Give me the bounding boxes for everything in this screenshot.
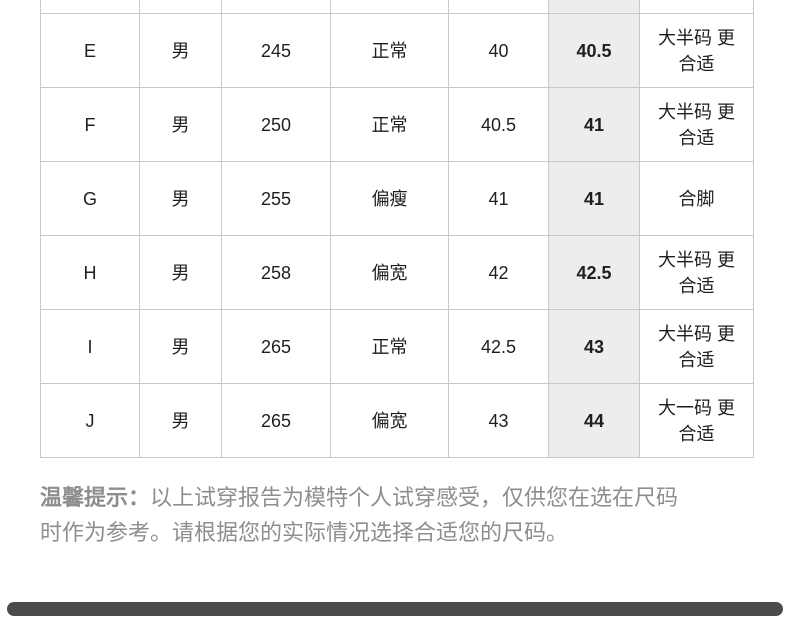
cell-foot-length: 265 xyxy=(221,309,331,384)
table-row: H 男 258 偏宽 42 42.5 大半码 更合适 xyxy=(40,235,754,310)
cell-suggestion: 大半码 更合适 xyxy=(639,87,754,162)
cell-usual-size: 43 xyxy=(448,383,549,458)
cell-suggestion: 大一码 更合适 xyxy=(639,383,754,458)
cell-usual-size: 41 xyxy=(448,161,549,236)
cell-empty xyxy=(448,0,549,14)
cell-suggestion: 大半码 更合适 xyxy=(639,309,754,384)
cell-usual-size: 42 xyxy=(448,235,549,310)
cell-empty xyxy=(639,0,754,14)
cell-empty xyxy=(40,0,140,14)
cell-recommended-size: 43 xyxy=(548,309,640,384)
cell-gender: 男 xyxy=(139,309,222,384)
cell-recommended-size: 42.5 xyxy=(548,235,640,310)
cell-empty-highlight xyxy=(548,0,640,14)
horizontal-scrollbar[interactable] xyxy=(7,602,783,616)
cell-foot-length: 250 xyxy=(221,87,331,162)
table-row: F 男 250 正常 40.5 41 大半码 更合适 xyxy=(40,87,754,162)
cell-gender: 男 xyxy=(139,87,222,162)
cell-model-letter: F xyxy=(40,87,140,162)
cell-empty xyxy=(139,0,222,14)
cell-model-letter: E xyxy=(40,13,140,88)
table-row: E 男 245 正常 40 40.5 大半码 更合适 xyxy=(40,13,754,88)
cell-gender: 男 xyxy=(139,161,222,236)
cell-foot-length: 255 xyxy=(221,161,331,236)
cell-gender: 男 xyxy=(139,235,222,310)
fit-report-table: E 男 245 正常 40 40.5 大半码 更合适 F 男 250 正常 40… xyxy=(40,0,754,458)
cell-model-letter: J xyxy=(40,383,140,458)
cell-foot-type: 偏瘦 xyxy=(330,161,449,236)
table-row: I 男 265 正常 42.5 43 大半码 更合适 xyxy=(40,309,754,384)
cell-foot-length: 258 xyxy=(221,235,331,310)
cell-usual-size: 40 xyxy=(448,13,549,88)
cell-suggestion: 大半码 更合适 xyxy=(639,13,754,88)
cell-empty xyxy=(330,0,449,14)
cell-foot-type: 偏宽 xyxy=(330,235,449,310)
cell-usual-size: 40.5 xyxy=(448,87,549,162)
size-tip-note: 温馨提示：以上试穿报告为模特个人试穿感受，仅供您在选在尺码时作为参考。请根据您的… xyxy=(40,480,740,550)
note-line2: 时作为参考。请根据您的实际情况选择合适您的尺码。 xyxy=(40,520,569,545)
cell-foot-type: 正常 xyxy=(330,87,449,162)
cell-usual-size: 42.5 xyxy=(448,309,549,384)
cell-recommended-size: 41 xyxy=(548,161,640,236)
cell-model-letter: I xyxy=(40,309,140,384)
cell-foot-length: 265 xyxy=(221,383,331,458)
cell-suggestion: 大半码 更合适 xyxy=(639,235,754,310)
note-line1: 以上试穿报告为模特个人试穿感受，仅供您在选在尺码 xyxy=(150,485,679,510)
table-row-partial xyxy=(40,0,754,14)
cell-recommended-size: 41 xyxy=(548,87,640,162)
cell-recommended-size: 44 xyxy=(548,383,640,458)
cell-foot-type: 正常 xyxy=(330,13,449,88)
cell-empty xyxy=(221,0,331,14)
cell-gender: 男 xyxy=(139,13,222,88)
note-label: 温馨提示： xyxy=(40,485,151,510)
cell-foot-type: 偏宽 xyxy=(330,383,449,458)
cell-model-letter: H xyxy=(40,235,140,310)
cell-gender: 男 xyxy=(139,383,222,458)
cell-recommended-size: 40.5 xyxy=(548,13,640,88)
table-row: J 男 265 偏宽 43 44 大一码 更合适 xyxy=(40,383,754,458)
cell-suggestion: 合脚 xyxy=(639,161,754,236)
cell-foot-length: 245 xyxy=(221,13,331,88)
cell-foot-type: 正常 xyxy=(330,309,449,384)
cell-model-letter: G xyxy=(40,161,140,236)
table-row: G 男 255 偏瘦 41 41 合脚 xyxy=(40,161,754,236)
